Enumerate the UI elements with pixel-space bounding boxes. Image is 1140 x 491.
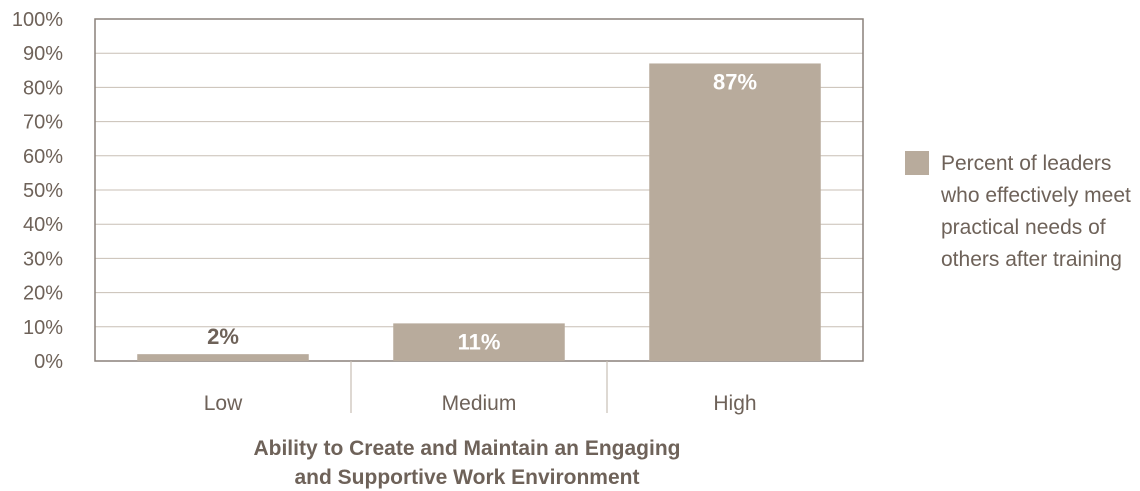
y-tick-label: 30%	[23, 248, 63, 270]
legend-label-line-1: Percent of leaders	[941, 152, 1111, 175]
y-tick-label: 40%	[23, 214, 63, 236]
y-tick-label: 80%	[23, 77, 63, 99]
x-axis-title-line-2: and Supportive Work Environment	[295, 466, 640, 489]
y-tick-label: 50%	[23, 180, 63, 202]
y-tick-label: 100%	[12, 9, 63, 31]
gridlines	[95, 52, 863, 328]
y-tick-label: 10%	[23, 317, 63, 339]
legend-label-line-4: others after training	[941, 248, 1122, 271]
bar-medium	[393, 323, 565, 361]
legend: Percent of leaders who effectively meet …	[905, 151, 1131, 271]
x-category-label: High	[713, 392, 756, 415]
y-axis-ticks: 0% 10% 20% 30% 40% 50% 60% 70% 80% 90% 100%	[12, 9, 63, 373]
bars	[137, 63, 821, 362]
x-axis: Low Medium High	[204, 361, 757, 415]
legend-label-line-3: practical needs of	[941, 216, 1106, 239]
y-tick-label: 0%	[34, 351, 63, 373]
legend-swatch	[905, 151, 929, 175]
y-tick-label: 60%	[23, 146, 63, 168]
data-label-high: 87%	[713, 69, 757, 94]
data-labels: 2% 11% 87%	[207, 69, 757, 354]
data-label-low: 2%	[207, 324, 239, 349]
y-tick-label: 90%	[23, 43, 63, 65]
x-category-label: Medium	[442, 392, 517, 415]
x-category-label: Low	[204, 392, 243, 415]
bar-high	[649, 63, 821, 362]
bar-low	[137, 354, 309, 361]
y-tick-label: 70%	[23, 112, 63, 134]
data-label-medium: 11%	[458, 329, 501, 354]
legend-label-line-2: who effectively meet	[940, 184, 1131, 207]
x-axis-title-line-1: Ability to Create and Maintain an Engagi…	[253, 437, 680, 460]
y-tick-label: 20%	[23, 283, 63, 305]
